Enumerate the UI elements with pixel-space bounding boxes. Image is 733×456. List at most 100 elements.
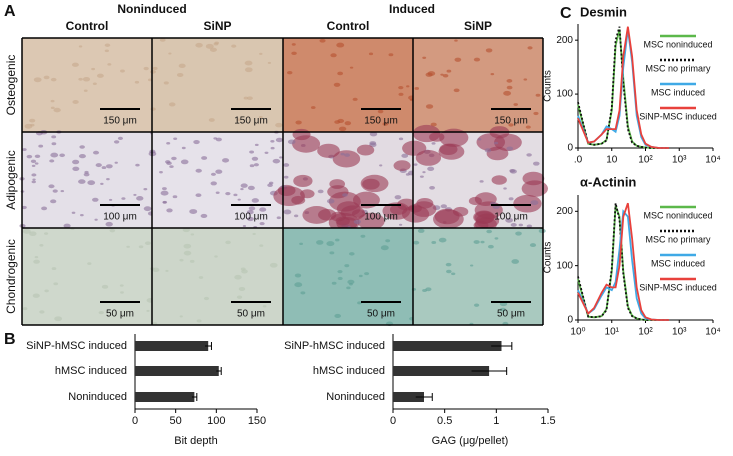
texture [251,198,260,203]
texture [205,43,214,49]
micrograph [22,228,152,325]
texture [104,43,111,47]
texture [326,241,335,247]
texture [399,223,403,226]
series-line [577,26,670,149]
texture [242,224,247,227]
texture [52,189,58,193]
texture [189,209,198,215]
texture [87,262,92,265]
error-bar [471,367,508,375]
texture [406,85,410,88]
texture [106,178,110,181]
texture [165,269,169,272]
row-label: Chondrogenic [4,239,18,314]
x-tick-label: 10⁴ [705,155,720,166]
texture [287,139,296,145]
texture [105,164,113,169]
texture [109,228,116,233]
texture [302,206,331,224]
texture [317,189,324,194]
micrograph [22,132,152,228]
texture [506,79,513,83]
texture [473,240,480,245]
texture [380,245,389,251]
texture [190,233,195,236]
texture [425,287,432,292]
texture [183,250,192,256]
bar [135,392,195,402]
texture [22,148,27,151]
texture [98,310,104,315]
scale-bar-label: 150 μm [103,116,137,127]
texture [273,186,305,206]
texture [379,164,383,167]
texture [369,141,377,146]
texture [251,156,259,161]
chart-title: Desmin [580,4,627,19]
texture [276,216,281,220]
legend-label: SiNP-MSC induced [639,111,717,121]
texture [431,241,437,245]
texture [316,240,324,245]
scale-bar-label: 150 μm [494,116,528,127]
texture [527,46,533,50]
texture [200,213,208,219]
texture [337,71,344,76]
texture [33,77,42,83]
group-label: Induced [389,2,435,16]
texture [120,291,124,294]
texture [275,122,283,128]
texture [329,179,346,189]
texture [468,196,482,206]
texture [344,153,351,157]
texture [72,159,80,165]
texture [422,56,427,59]
scale-bar-label: 50 μm [497,309,525,320]
texture [215,191,220,194]
texture [357,301,362,305]
texture [294,282,303,288]
texture [473,303,480,307]
texture [287,70,293,75]
texture [429,185,435,190]
texture [523,78,528,81]
texture [272,158,281,164]
texture [509,169,517,174]
texture [121,197,126,200]
texture [413,163,418,166]
texture [425,104,434,109]
texture [487,244,494,249]
texture [166,208,173,213]
texture [283,209,292,215]
texture [43,232,49,235]
category-label: SiNP-hMSC induced [26,340,127,352]
texture [503,187,507,190]
texture [101,166,107,170]
texture [39,243,44,247]
texture [209,47,217,52]
texture [508,123,514,127]
texture [44,289,49,293]
texture [107,63,112,66]
texture [179,315,183,318]
texture [358,274,363,278]
texture [475,213,500,229]
scale-bar-label: 150 μm [234,116,268,127]
texture [401,153,409,158]
texture [452,206,469,217]
texture [71,211,76,214]
texture [133,193,137,196]
y-tick-label: 100 [556,260,573,271]
texture [21,205,27,210]
texture [429,132,445,142]
texture [34,256,39,259]
texture [78,179,86,184]
x-tick-label: 1.5 [540,415,555,427]
texture [344,121,352,126]
texture [120,69,125,73]
texture [393,160,411,171]
texture [30,159,37,163]
texture [214,255,218,258]
texture [171,156,177,161]
